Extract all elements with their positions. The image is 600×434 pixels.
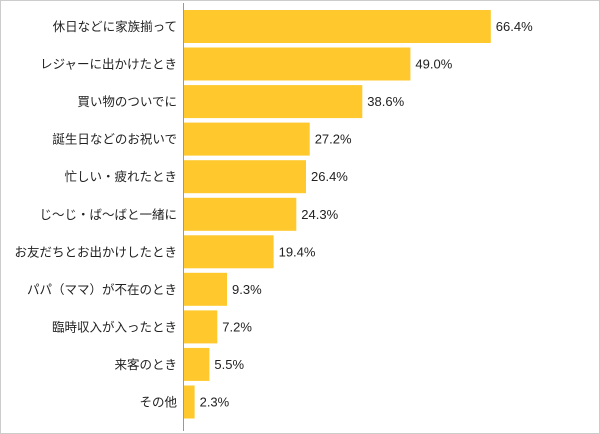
bars-group: [184, 10, 491, 419]
value-label-8: 9.3%: [232, 282, 262, 297]
bar-4: [184, 122, 310, 156]
bar-1: [184, 10, 491, 43]
category-label-5: 忙しい・疲れたとき: [64, 169, 177, 184]
value-label-1: 66.4%: [496, 19, 533, 34]
category-label-8: パパ（ママ）が不在のとき: [27, 282, 177, 297]
category-label-3: 買い物のついでに: [77, 94, 177, 109]
bar-10: [184, 347, 210, 381]
value-label-4: 27.2%: [315, 132, 352, 147]
bar-6: [184, 197, 297, 231]
category-label-9: 臨時収入が入ったとき: [52, 319, 177, 334]
bar-9: [184, 310, 218, 344]
category-label-6: じ〜じ・ば〜ばと一緒に: [39, 207, 177, 222]
category-label-4: 誕生日などのお祝いで: [52, 132, 177, 147]
value-label-9: 7.2%: [222, 319, 252, 334]
value-label-10: 5.5%: [214, 357, 244, 372]
bar-11: [184, 385, 195, 419]
bar-7: [184, 235, 274, 269]
category-label-7: お友だちとお出かけしたとき: [14, 244, 177, 259]
category-label-1: 休日などに家族揃って: [53, 19, 177, 34]
value-label-6: 24.3%: [301, 207, 338, 222]
value-label-3: 38.6%: [367, 94, 404, 109]
bar-8: [184, 272, 227, 306]
bar-5: [184, 160, 306, 194]
value-label-11: 2.3%: [200, 395, 230, 410]
value-label-2: 49.0%: [415, 57, 452, 72]
value-labels-group: 66.4% 49.0% 38.6% 27.2% 26.4% 24.3% 19.4% 9.3% 7…: [200, 19, 534, 410]
category-label-11: その他: [139, 395, 177, 410]
category-labels-group: 休日などに家族揃ってレジャーに出かけたとき買い物のついでに誕生日などのお祝いで忙…: [14, 19, 177, 410]
value-label-5: 26.4%: [311, 169, 348, 184]
category-label-10: 来客のとき: [114, 357, 177, 372]
category-label-2: レジャーに出かけたとき: [40, 57, 177, 72]
bar-2: [184, 47, 411, 81]
bar-3: [184, 85, 363, 119]
value-label-7: 19.4%: [279, 244, 316, 259]
